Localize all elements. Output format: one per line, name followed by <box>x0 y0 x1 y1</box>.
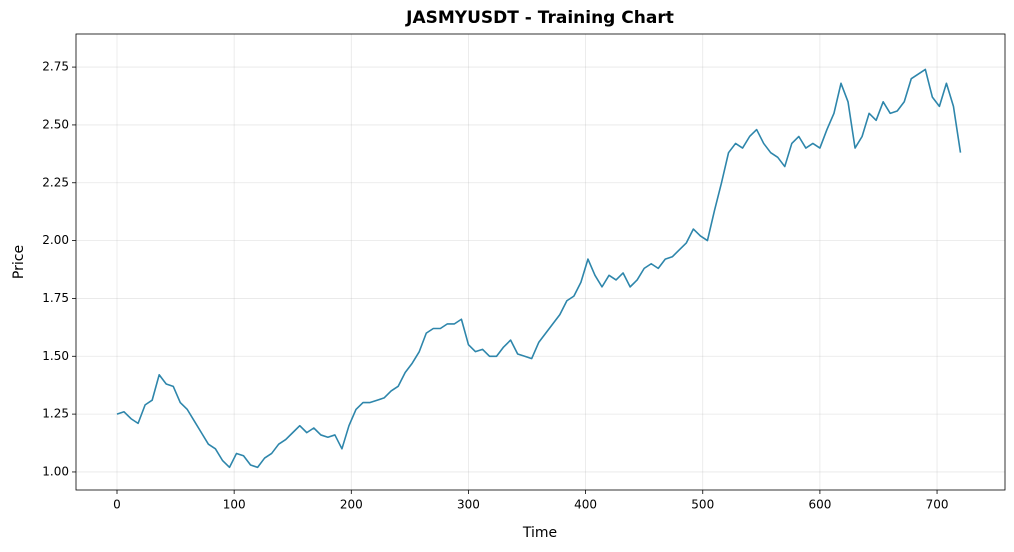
x-axis-label: Time <box>522 525 557 541</box>
x-tick-label: 400 <box>574 498 597 512</box>
y-axis-label: Price <box>11 245 27 279</box>
x-tick-label: 600 <box>808 498 831 512</box>
x-tick-label: 700 <box>926 498 949 512</box>
y-tick-label: 2.25 <box>42 175 69 189</box>
y-tick-label: 2.00 <box>42 233 69 247</box>
y-tick-label: 1.50 <box>42 349 69 363</box>
y-tick-label: 2.75 <box>42 60 69 74</box>
y-tick-label: 1.00 <box>42 464 69 478</box>
plot-area <box>76 34 1005 490</box>
y-tick-label: 1.75 <box>42 291 69 305</box>
x-tick-label: 500 <box>691 498 714 512</box>
axes-frame <box>75 33 1006 491</box>
x-tick-label: 0 <box>113 498 121 512</box>
chart-title: JASMYUSDT - Training Chart <box>405 8 674 28</box>
x-tick-label: 300 <box>457 498 480 512</box>
x-tick-label: 200 <box>340 498 363 512</box>
price-line <box>116 68 962 469</box>
x-tick-label: 100 <box>223 498 246 512</box>
y-tick-label: 2.50 <box>42 117 69 131</box>
y-tick-label: 1.25 <box>42 407 69 421</box>
